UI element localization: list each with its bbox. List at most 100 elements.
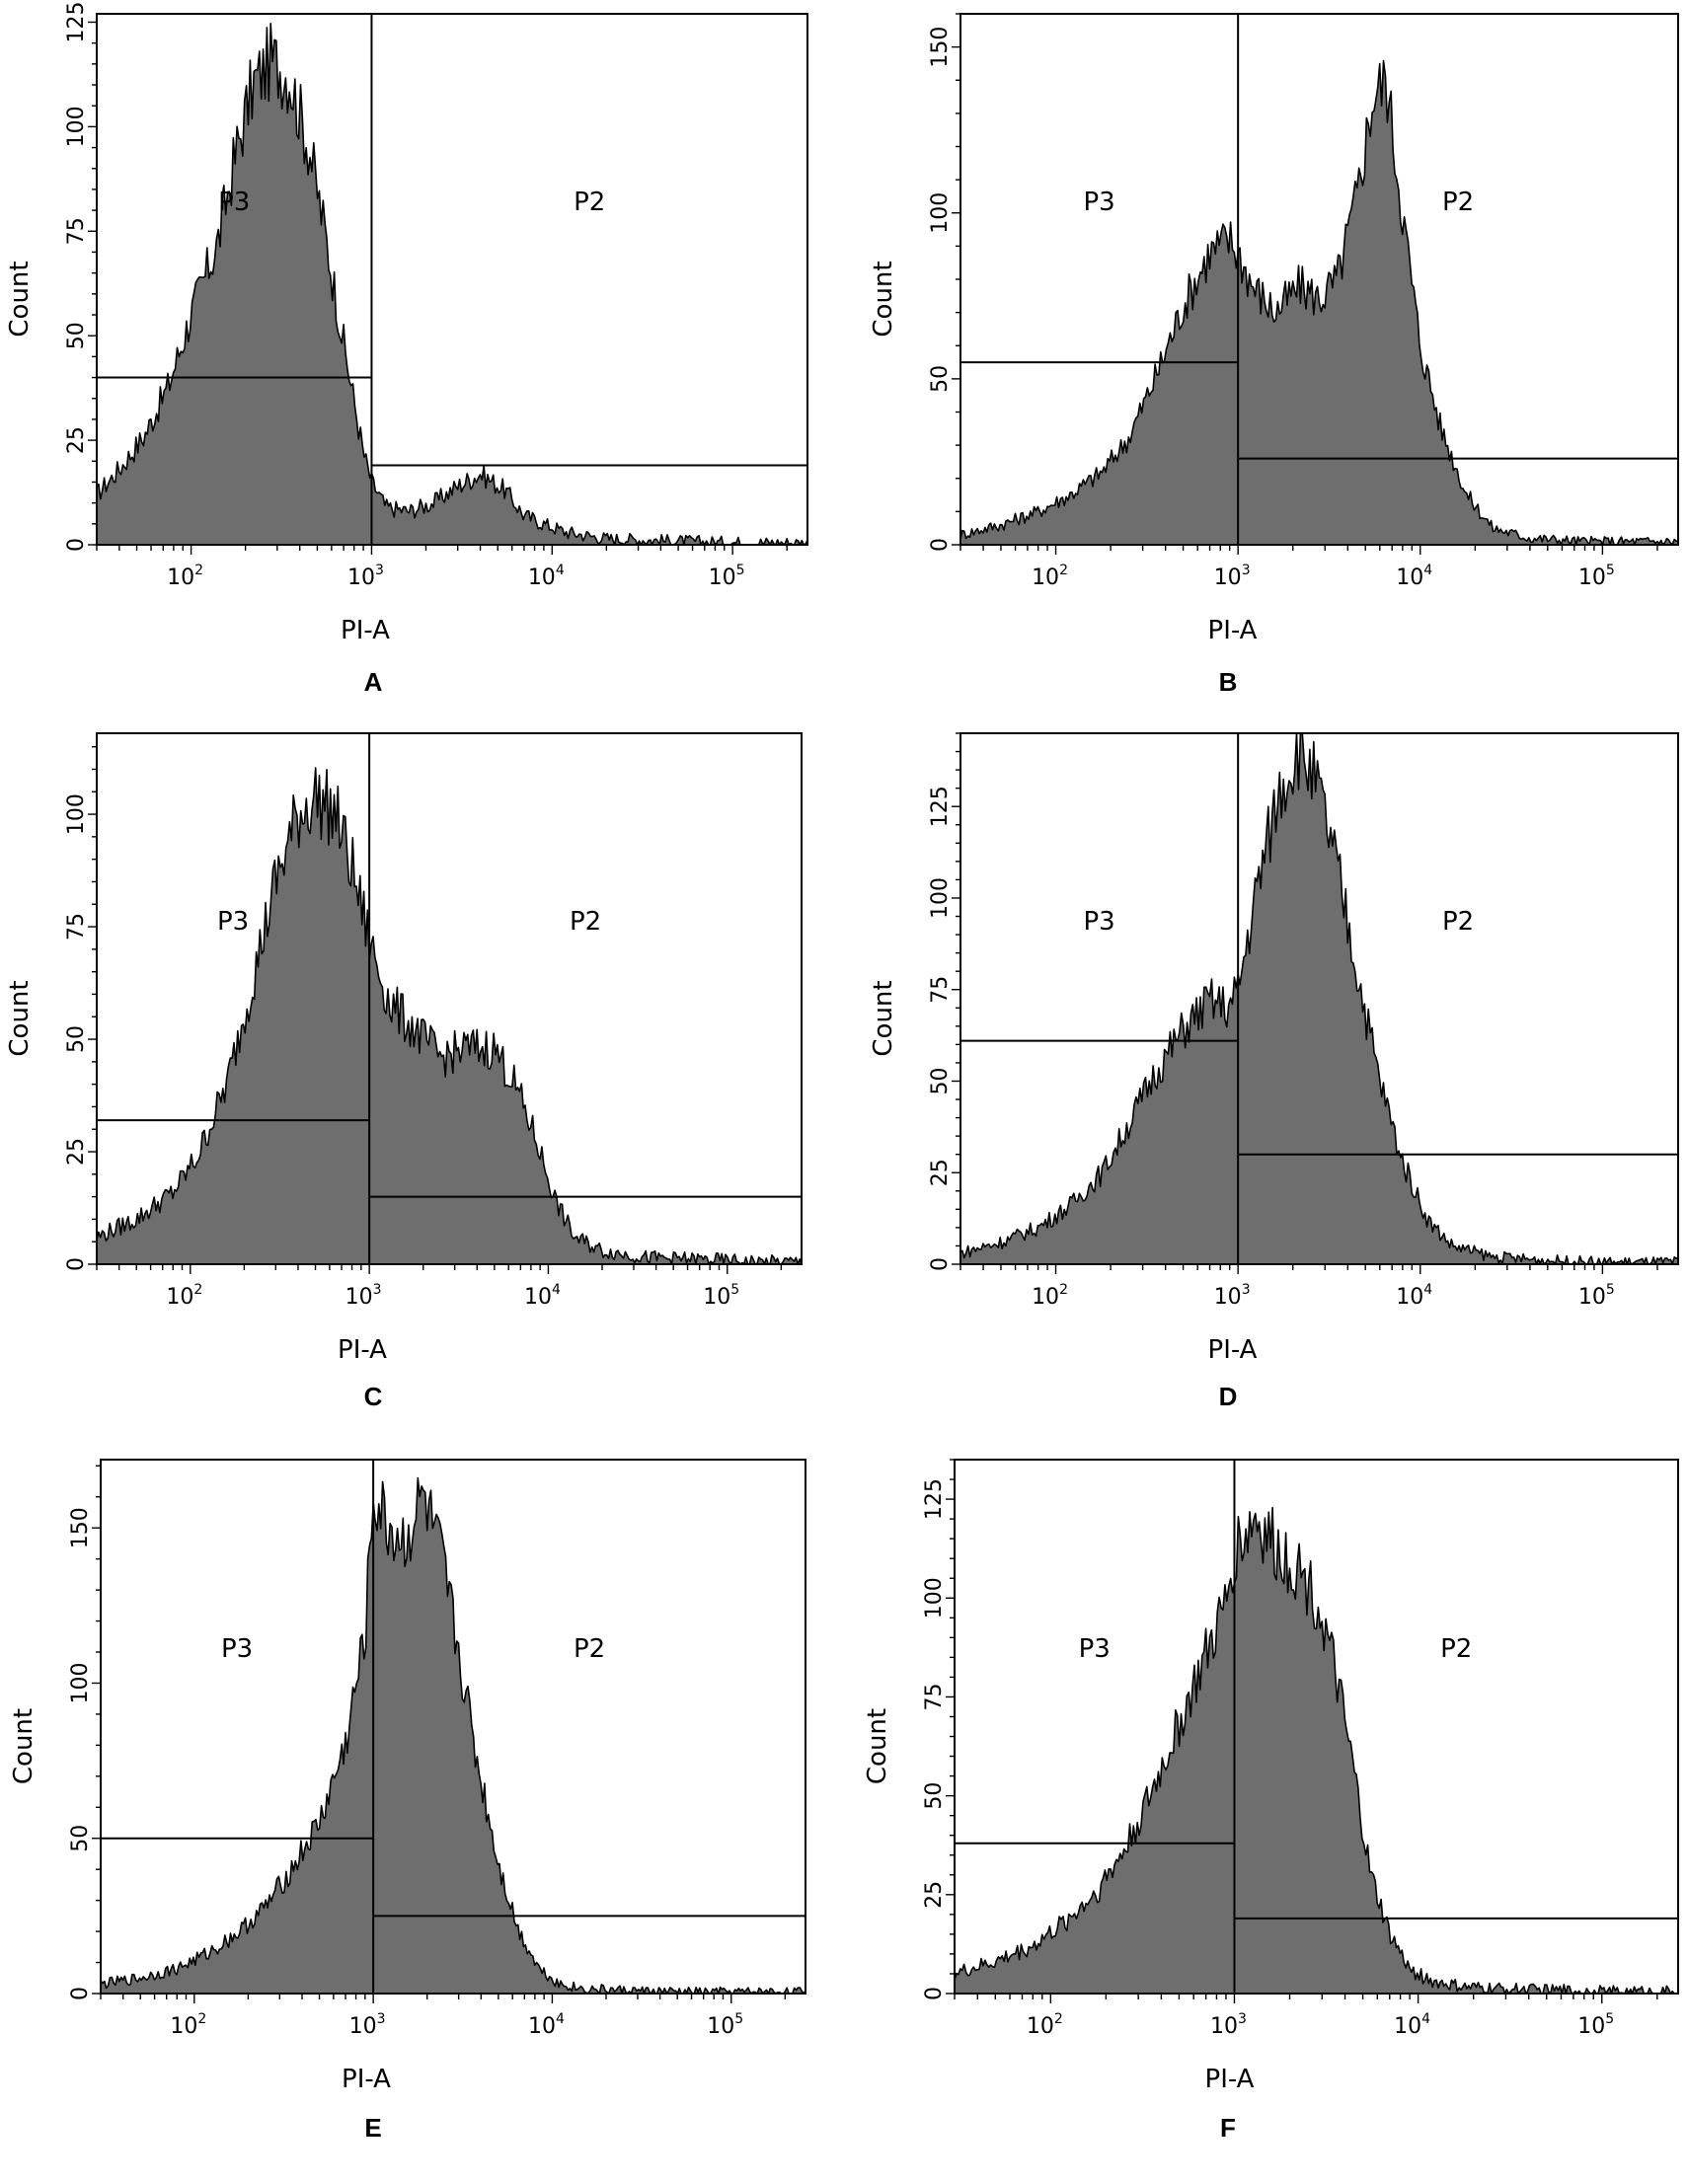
x-tick-label: 105	[703, 1282, 739, 1310]
panel-letter: E	[364, 2113, 381, 2143]
y-tick-label: 75	[922, 1683, 947, 1710]
x-axis-title: PI-A	[338, 1335, 387, 1365]
gate-label-p3: P3	[1079, 1634, 1111, 1664]
gate-label-p2: P2	[1442, 188, 1474, 217]
y-tick-label: 50	[922, 1782, 947, 1810]
x-tick-label: 105	[1578, 563, 1615, 590]
x-tick-exponent: 3	[1238, 2011, 1247, 2027]
x-tick-label: 103	[1210, 2011, 1247, 2039]
histogram-area	[959, 732, 1679, 1265]
y-tick-label: 150	[68, 1507, 93, 1548]
y-tick-label: 25	[928, 1159, 953, 1186]
x-tick-label: 102	[1032, 563, 1068, 590]
x-tick-label: 104	[1394, 2011, 1430, 2039]
x-tick-label: 104	[524, 1282, 561, 1310]
x-tick-exponent: 2	[1059, 1282, 1068, 1298]
x-tick-exponent: 5	[734, 2011, 743, 2027]
plot-frame	[959, 732, 1679, 1265]
y-tick-label: 100	[928, 192, 953, 234]
gate-label-p3: P3	[217, 907, 249, 937]
y-tick-label: 75	[928, 976, 953, 1004]
x-tick-exponent: 2	[193, 1282, 202, 1298]
gate-label-p2: P2	[574, 188, 605, 217]
x-tick-label: 104	[528, 563, 565, 590]
chart-panel-e: P3 P2 0 50 100 150 102 103 104 105 PI-A Count E	[9, 1459, 806, 2143]
x-tick-exponent: 3	[375, 563, 384, 578]
panel-letter: D	[1219, 1382, 1238, 1411]
y-tick-label: 150	[928, 27, 953, 68]
y-axis-title: Count	[9, 1708, 38, 1784]
x-tick-exponent: 4	[552, 1282, 561, 1298]
x-axis-title: PI-A	[1208, 616, 1258, 645]
x-tick-label: 103	[1214, 563, 1251, 590]
x-tick-label: 102	[1032, 1282, 1068, 1310]
x-tick-label: 102	[1027, 2011, 1063, 2039]
x-tick-label: 103	[345, 1282, 382, 1310]
x-tick-exponent: 2	[194, 563, 203, 578]
x-tick-exponent: 3	[1242, 1282, 1251, 1298]
y-axis-title: Count	[5, 261, 35, 337]
y-tick-label: 0	[64, 538, 89, 552]
x-tick-exponent: 3	[373, 1282, 382, 1298]
y-tick-label: 0	[922, 1987, 947, 2000]
y-tick-label: 50	[64, 1025, 89, 1053]
y-tick-label: 100	[928, 877, 953, 919]
y-tick-label: 50	[928, 1067, 953, 1094]
x-tick-exponent: 5	[730, 1282, 739, 1298]
x-tick-label: 105	[707, 2011, 743, 2039]
y-tick-label: 125	[922, 1478, 947, 1520]
x-tick-exponent: 4	[556, 2011, 565, 2027]
x-tick-label: 102	[166, 1282, 202, 1310]
x-axis-title: PI-A	[1205, 2065, 1255, 2094]
y-tick-label: 0	[68, 1987, 93, 2000]
y-tick-label: 100	[68, 1662, 93, 1703]
x-tick-exponent: 2	[1054, 2011, 1063, 2027]
x-tick-exponent: 5	[1606, 563, 1615, 578]
y-tick-label: 0	[928, 1257, 953, 1271]
y-tick-label: 50	[68, 1825, 93, 1852]
x-tick-exponent: 5	[736, 563, 745, 578]
histogram-area	[96, 767, 803, 1265]
x-tick-label: 102	[167, 563, 203, 590]
panel-letter: F	[1220, 2113, 1236, 2143]
gate-label-p3: P3	[1083, 188, 1114, 217]
y-tick-label: 100	[64, 793, 89, 835]
x-tick-exponent: 4	[556, 563, 565, 578]
y-tick-label: 125	[64, 1, 89, 42]
x-tick-label: 104	[1396, 1282, 1432, 1310]
gate-label-p2: P2	[1442, 907, 1474, 937]
gate-label-p3: P3	[218, 188, 250, 217]
y-tick-label: 25	[64, 1138, 89, 1166]
panel-letter: C	[364, 1382, 383, 1411]
chart-panel-b: P3 P2 0 50 100 150 102 103 104 105 PI-A Count B	[869, 13, 1679, 697]
x-tick-exponent: 3	[1242, 563, 1251, 578]
y-tick-label: 75	[64, 913, 89, 941]
x-tick-exponent: 5	[1605, 2011, 1614, 2027]
y-axis-title: Count	[863, 1708, 892, 1784]
x-tick-exponent: 4	[1423, 1282, 1432, 1298]
x-tick-label: 103	[1214, 1282, 1251, 1310]
gate-label-p2: P2	[570, 907, 601, 937]
plot-frame	[954, 1459, 1679, 1995]
plot-frame	[100, 1459, 806, 1995]
panel-letter: A	[364, 667, 383, 697]
x-tick-exponent: 4	[1421, 2011, 1430, 2027]
panel-letter: B	[1219, 667, 1238, 697]
y-tick-label: 100	[922, 1577, 947, 1619]
x-tick-label: 105	[1577, 2011, 1614, 2039]
y-tick-label: 50	[928, 365, 953, 393]
x-tick-label: 103	[347, 563, 384, 590]
y-tick-label: 75	[64, 217, 89, 245]
gate-label-p2: P2	[1440, 1634, 1472, 1664]
x-axis-title: PI-A	[342, 2065, 391, 2094]
y-axis-title: Count	[869, 980, 898, 1056]
x-tick-label: 105	[1578, 1282, 1615, 1310]
x-tick-label: 105	[709, 563, 745, 590]
x-tick-label: 103	[349, 2011, 386, 2039]
y-tick-label: 100	[64, 106, 89, 147]
histogram-area	[959, 59, 1679, 546]
y-tick-label: 0	[64, 1257, 89, 1271]
